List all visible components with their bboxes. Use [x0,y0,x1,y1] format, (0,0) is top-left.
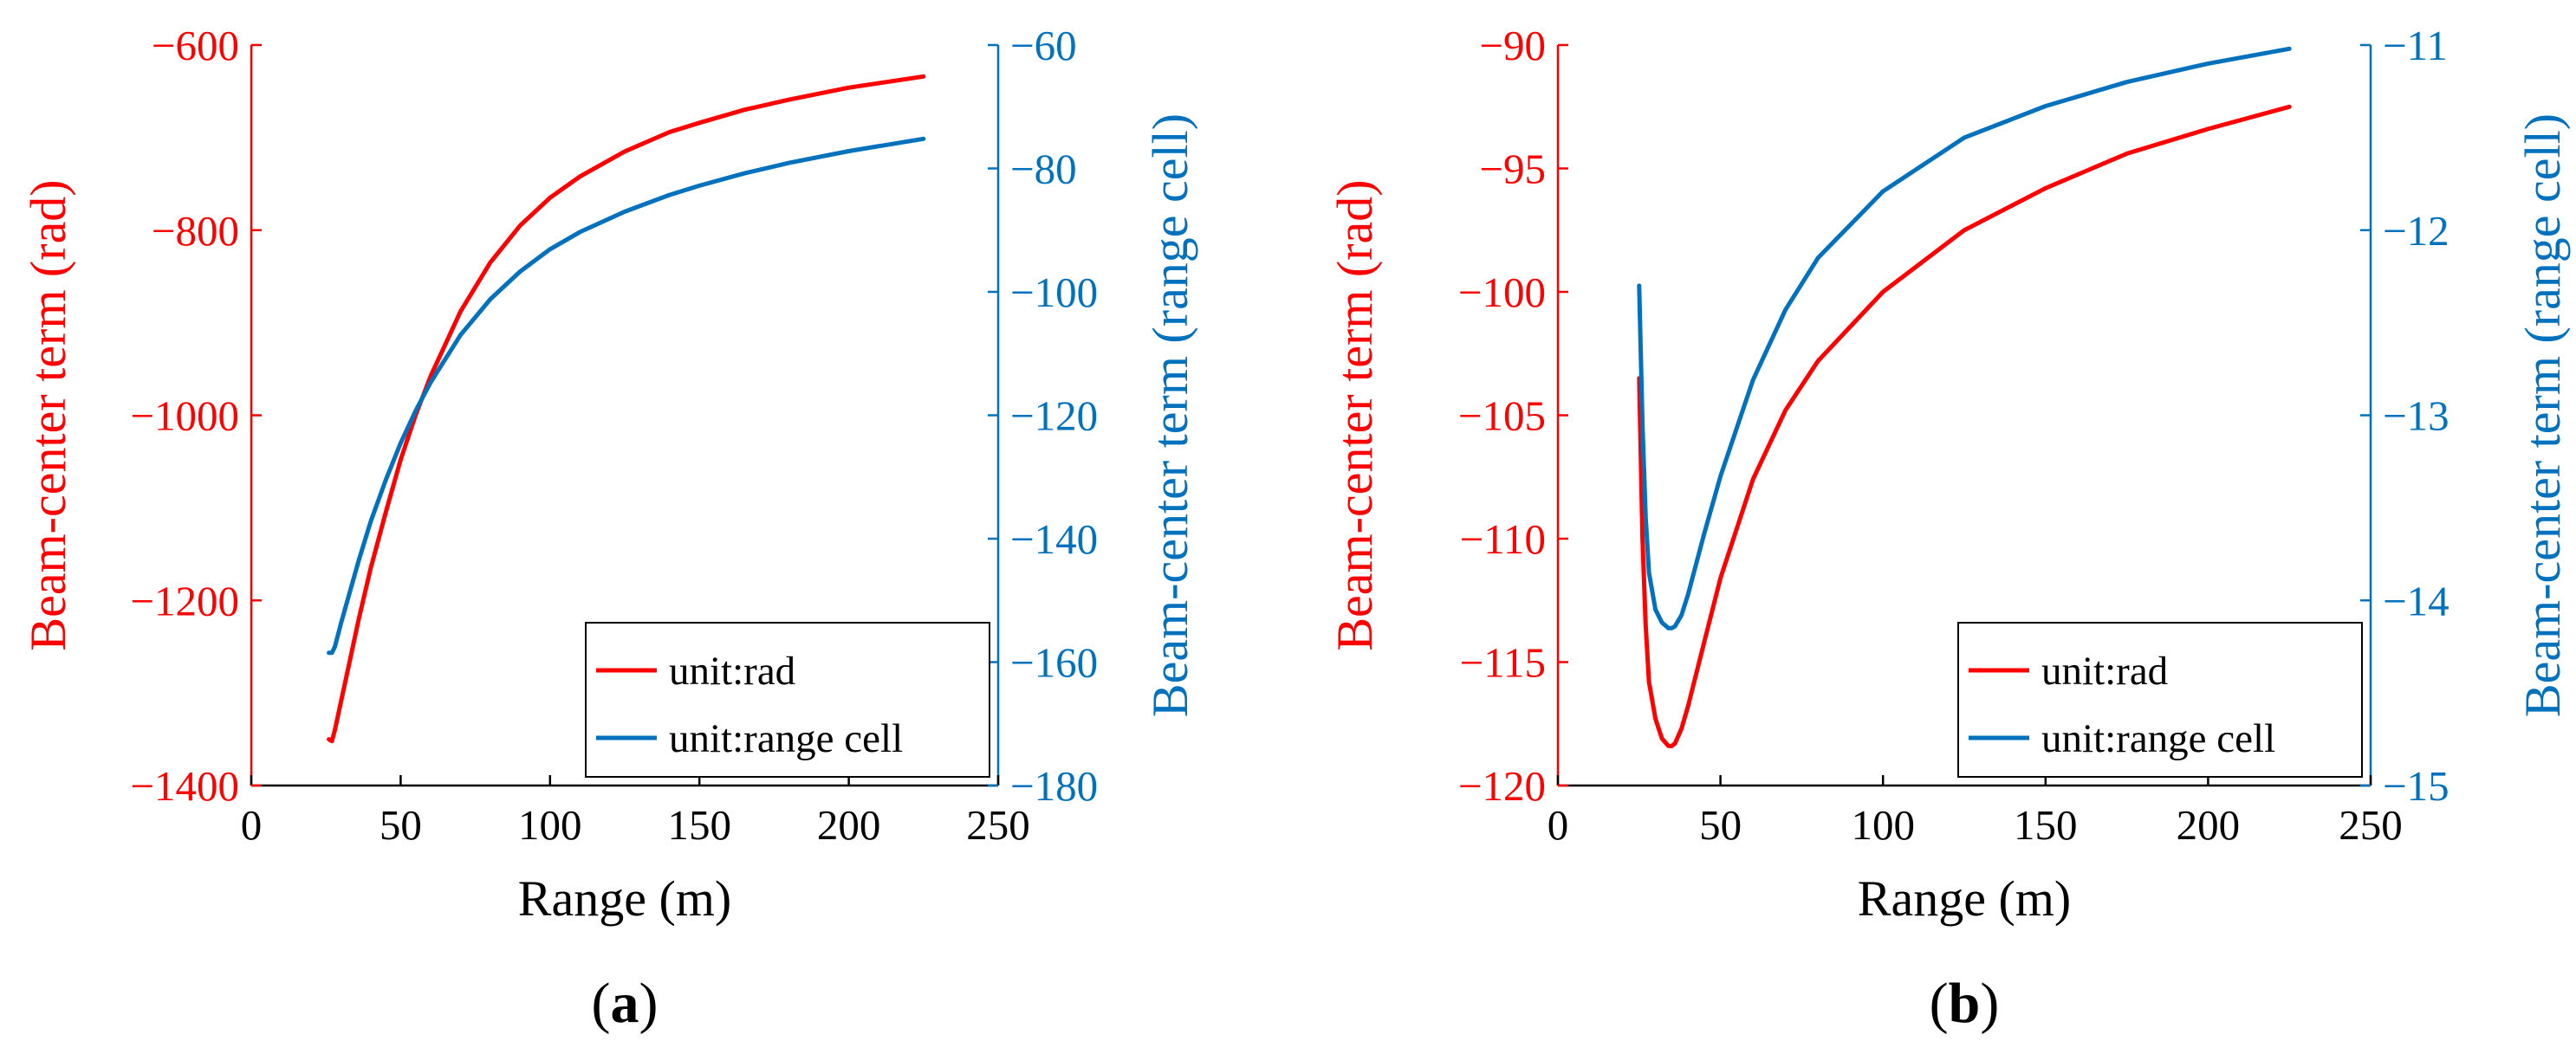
legend-label: unit:range cell [669,716,903,761]
right-y-tick-label: −13 [2383,392,2449,440]
right-y-tick-label: −12 [2383,207,2449,255]
legend: unit:rad unit:range cell [585,622,990,778]
x-tick-label: 0 [1548,801,1569,849]
left-y-axis-title: Beam-center term (rad) [1327,179,1383,650]
panel-label: (a) [592,972,659,1035]
left-y-tick-label: −1000 [130,392,239,440]
x-axis-title: Range (m) [1858,870,2071,927]
right-y-tick-label: −60 [1010,22,1077,69]
x-tick-label: 200 [817,801,881,849]
chart-panel-b: 0 50 100 150 200 250 −90 −95 −100 −105 −110 −115 −12… [1327,22,2571,1035]
right-y-tick-label: −15 [2383,762,2449,810]
left-y-tick-label: −110 [1460,515,1546,563]
right-y-tick-label: −80 [1010,145,1077,193]
legend-label: unit:rad [669,649,795,694]
x-tick-label: 100 [518,801,582,849]
left-y-tick-label: −115 [1460,639,1546,687]
x-tick-label: 200 [2177,801,2241,849]
x-tick-label: 0 [241,801,263,849]
right-y-tick-label: −11 [2383,22,2448,69]
left-y-tick-label: −1200 [130,577,239,624]
x-axis-title: Range (m) [518,870,731,927]
left-y-tick-label: −120 [1458,762,1546,810]
right-y-tick-label: −120 [1010,392,1098,440]
left-y-tick-label: −800 [152,207,239,255]
x-tick-label: 250 [966,801,1030,849]
series-line-range-cell [327,136,926,656]
chart-panel-a: 0 50 100 150 200 250 −600 −800 −1000 −1200 −1400 −6… [20,22,1198,1035]
left-y-tick-label: −95 [1479,145,1546,193]
right-y-tick-label: −140 [1010,515,1098,563]
right-y-tick-label: −14 [2383,577,2449,624]
left-y-tick-label: −600 [152,22,239,69]
legend-box [1957,622,2363,778]
left-y-tick-label: −105 [1458,392,1546,440]
panel-label: (b) [1930,972,2000,1035]
series-line-rad [1637,104,2292,748]
panel-letter: a [611,972,639,1035]
x-tick-label: 50 [380,801,422,849]
series-line-range-cell [1637,46,2292,630]
right-y-axis-title: Beam-center term (range cell) [2514,113,2571,717]
x-tick-label: 50 [1699,801,1742,849]
series-line-rad [327,74,926,744]
legend: unit:rad unit:range cell [1957,622,2363,778]
x-tick-label: 250 [2339,801,2403,849]
x-tick-label: 150 [2014,801,2078,849]
left-y-axis-title: Beam-center term (rad) [20,179,76,650]
right-y-tick-label: −180 [1010,762,1098,810]
left-y-tick-label: −1400 [130,762,239,810]
x-tick-label: 150 [667,801,731,849]
right-y-tick-label: −100 [1010,268,1098,316]
left-y-tick-label: −90 [1479,22,1546,69]
left-y-tick-label: −100 [1458,268,1546,316]
x-tick-label: 100 [1851,801,1915,849]
legend-label: unit:rad [2041,649,2168,694]
right-y-axis-title: Beam-center term (range cell) [1142,113,1198,717]
legend-box [585,622,990,778]
right-y-tick-label: −160 [1010,639,1098,687]
legend-label: unit:range cell [2041,716,2275,761]
panel-letter: b [1949,972,1981,1035]
